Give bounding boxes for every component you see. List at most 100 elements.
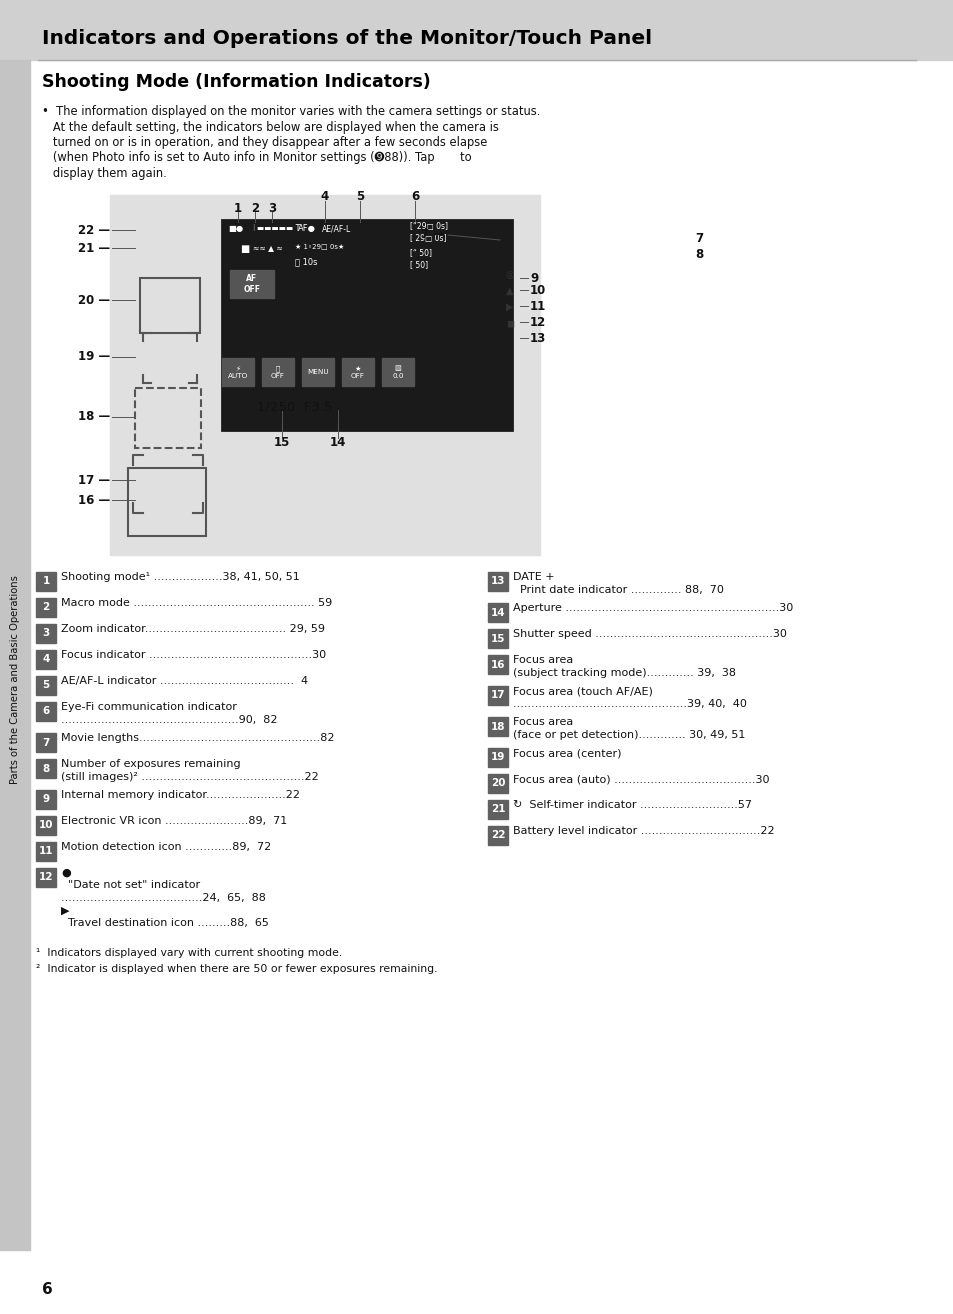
Text: 5: 5 (355, 189, 364, 202)
Text: 8: 8 (695, 248, 702, 261)
Bar (230, 269, 274, 298)
Text: MENU: MENU (307, 369, 329, 374)
Text: 21: 21 (490, 804, 505, 815)
Text: •  The information displayed on the monitor varies with the camera settings or s: • The information displayed on the monit… (42, 105, 539, 118)
Text: Focus area: Focus area (513, 654, 573, 665)
Bar (222, 219, 512, 430)
Bar (36, 733, 56, 752)
Text: ≈≈ ▲ ≈: ≈≈ ▲ ≈ (253, 244, 282, 254)
Text: Internal memory indicator......................22: Internal memory indicator...............… (61, 790, 299, 800)
Text: 2: 2 (42, 603, 50, 612)
Text: ▶: ▶ (505, 302, 513, 311)
Text: 22 —: 22 — (78, 223, 110, 237)
Text: 2: 2 (251, 201, 259, 214)
Bar (0, 0, 953, 60)
Text: 6: 6 (42, 707, 50, 716)
Text: ★
OFF: ★ OFF (351, 365, 365, 378)
Text: Focus area (center): Focus area (center) (513, 748, 620, 758)
Text: ▬▬▬▬▬ T: ▬▬▬▬▬ T (256, 223, 300, 233)
Bar (36, 842, 56, 861)
Text: 20: 20 (490, 778, 505, 788)
Text: [“ 50]: [“ 50] (410, 248, 432, 258)
Bar (110, 194, 539, 555)
Text: ↻  Self-timer indicator ...........................57: ↻ Self-timer indicator .................… (513, 800, 751, 809)
Text: Shooting mode¹ ...................38, 41, 50, 51: Shooting mode¹ ...................38, 41… (61, 572, 299, 582)
Bar (488, 629, 507, 648)
Text: 9: 9 (530, 272, 537, 285)
Text: turned on or is in operation, and they disappear after a few seconds elapse: turned on or is in operation, and they d… (42, 137, 487, 148)
Bar (341, 357, 374, 386)
Text: 10: 10 (39, 820, 53, 830)
Text: Focus area (touch AF/AE): Focus area (touch AF/AE) (513, 686, 652, 696)
Text: DATE +: DATE + (513, 572, 554, 582)
Bar (488, 748, 507, 767)
Text: 15: 15 (490, 633, 505, 644)
Text: 9: 9 (42, 795, 50, 804)
Text: Aperture ...........................................................30: Aperture ...............................… (513, 603, 792, 614)
Text: Print date indicator .............. 88,  70: Print date indicator .............. 88, … (513, 585, 723, 594)
Text: ⚡
AUTO: ⚡ AUTO (228, 365, 248, 378)
Text: ⏲
OFF: ⏲ OFF (271, 365, 285, 378)
Text: display them again.: display them again. (42, 167, 167, 180)
Bar (381, 357, 414, 386)
Bar (488, 686, 507, 706)
Text: 14: 14 (490, 607, 505, 618)
Text: Shutter speed .................................................30: Shutter speed ..........................… (513, 629, 786, 639)
Text: (still images)² .............................................22: (still images)² ........................… (61, 771, 318, 782)
Bar (488, 774, 507, 794)
Text: (subject tracking mode)............. 39,  38: (subject tracking mode)............. 39,… (513, 668, 735, 678)
Bar (36, 675, 56, 695)
Text: ▶: ▶ (61, 905, 70, 916)
Bar (262, 357, 294, 386)
Bar (128, 468, 206, 536)
Text: 11: 11 (39, 846, 53, 857)
Text: 19 —: 19 — (77, 351, 110, 364)
Text: 4: 4 (320, 189, 329, 202)
Bar (36, 816, 56, 834)
Bar (488, 603, 507, 622)
Text: ▧
0.0: ▧ 0.0 (392, 365, 403, 378)
Text: Focus indicator .............................................30: Focus indicator ........................… (61, 650, 326, 660)
Text: ◎: ◎ (505, 269, 514, 280)
Text: AE/AF-L: AE/AF-L (322, 223, 351, 233)
Text: 7: 7 (42, 737, 50, 748)
Text: 14: 14 (330, 435, 346, 448)
Text: ▲: ▲ (505, 286, 513, 296)
Bar (488, 827, 507, 845)
Text: Number of exposures remaining: Number of exposures remaining (61, 759, 240, 769)
Bar (36, 624, 56, 643)
Text: Motion detection icon .............89,  72: Motion detection icon .............89, 7… (61, 842, 271, 851)
Text: 1: 1 (42, 577, 50, 586)
Text: 17 —: 17 — (78, 473, 110, 486)
Text: 13: 13 (490, 577, 505, 586)
Text: At the default setting, the indicators below are displayed when the camera is: At the default setting, the indicators b… (42, 121, 498, 134)
Text: [ 29□ 0s]: [ 29□ 0s] (410, 234, 446, 243)
Text: ................................................39, 40,  40: ........................................… (513, 699, 746, 708)
Text: 12: 12 (39, 872, 53, 883)
Text: 20 —: 20 — (78, 293, 110, 306)
Text: 3: 3 (268, 201, 275, 214)
Text: 3: 3 (42, 628, 50, 639)
Text: 19: 19 (490, 753, 505, 762)
Text: ■: ■ (240, 244, 249, 254)
Bar (488, 654, 507, 674)
Text: 4: 4 (42, 654, 50, 665)
Text: 18 —: 18 — (77, 410, 110, 423)
Bar (36, 572, 56, 591)
Text: ¹  Indicators displayed vary with current shooting mode.: ¹ Indicators displayed vary with current… (36, 947, 342, 958)
Text: Zoom indicator....................................... 29, 59: Zoom indicator..........................… (61, 624, 325, 633)
Text: 15: 15 (274, 435, 290, 448)
Text: ◼: ◼ (505, 318, 514, 328)
Text: ●: ● (61, 869, 71, 878)
Text: 7: 7 (695, 231, 702, 244)
Text: 12: 12 (530, 315, 546, 328)
Bar (36, 702, 56, 721)
Text: ²  Indicator is displayed when there are 50 or fewer exposures remaining.: ² Indicator is displayed when there are … (36, 964, 437, 975)
Bar (488, 572, 507, 591)
Text: 18: 18 (490, 721, 505, 732)
Text: 16 —: 16 — (77, 494, 110, 506)
Text: Battery level indicator .................................22: Battery level indicator ................… (513, 827, 774, 836)
Text: AF●: AF● (297, 223, 315, 233)
Text: 17: 17 (490, 690, 505, 700)
Bar (302, 357, 334, 386)
